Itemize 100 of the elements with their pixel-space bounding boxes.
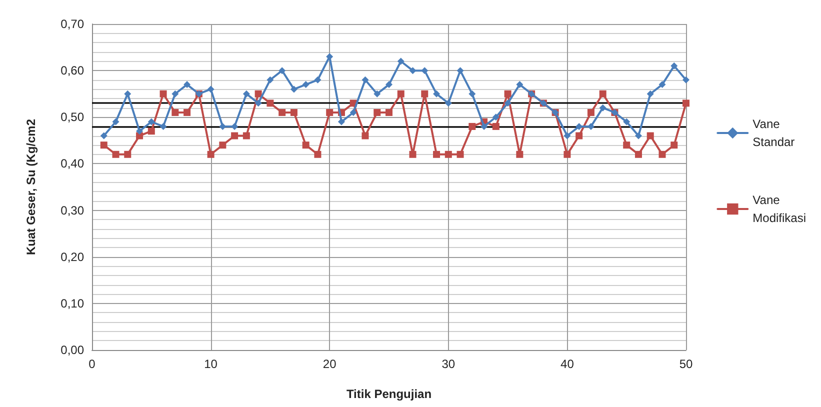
point (386, 81, 392, 88)
point (421, 67, 428, 74)
x-axis-title: Titik Pengujian (346, 387, 432, 401)
point (468, 122, 476, 130)
point (362, 76, 369, 84)
point (456, 67, 464, 74)
point (576, 132, 583, 140)
point (374, 90, 381, 98)
x-tick-label: 50 (679, 357, 693, 371)
point (409, 150, 416, 158)
point (433, 150, 440, 158)
y-axis-title: Kuat Geser, Su (Kg/cm2 (24, 118, 38, 256)
x-tick-label: 30 (442, 357, 456, 371)
point (504, 90, 512, 98)
point (160, 122, 167, 130)
point (386, 108, 392, 116)
point (587, 108, 594, 116)
y-tick-label: 0,40 (60, 156, 84, 171)
point (492, 114, 500, 121)
point (314, 150, 322, 158)
point (421, 90, 428, 98)
point (278, 67, 286, 74)
point (670, 62, 678, 70)
point (326, 108, 334, 116)
point (338, 118, 345, 126)
point (397, 90, 404, 98)
point (456, 150, 464, 158)
point (219, 142, 226, 149)
point (302, 142, 310, 149)
point (599, 104, 606, 112)
point (444, 100, 452, 107)
point (124, 150, 132, 158)
point (231, 122, 238, 130)
point (634, 132, 642, 140)
point (266, 100, 274, 107)
x-tick-label: 40 (560, 357, 574, 371)
x-tick-label: 0 (88, 357, 96, 371)
x-tick-label: 20 (322, 357, 337, 371)
point (646, 132, 654, 140)
y-tick-label: 0,20 (60, 250, 84, 264)
y-tick-label: 0,60 (60, 64, 84, 78)
point (516, 150, 524, 158)
point (646, 90, 654, 98)
point (112, 118, 120, 126)
y-tick-label: 0,00 (60, 343, 84, 357)
point (374, 108, 381, 116)
point (670, 142, 678, 149)
y-tick-label: 0,30 (60, 203, 84, 218)
x-tick-label: 10 (204, 357, 218, 371)
point (302, 81, 310, 88)
point (207, 150, 214, 158)
point (266, 76, 274, 84)
point (290, 108, 298, 116)
point (219, 122, 226, 130)
point (100, 142, 108, 149)
point (184, 108, 191, 116)
point (658, 81, 666, 88)
point (564, 132, 571, 140)
point (314, 76, 322, 84)
point (623, 142, 630, 149)
point (290, 86, 298, 93)
point (480, 122, 488, 130)
point (184, 81, 191, 88)
point (172, 90, 179, 98)
point (148, 128, 155, 135)
point (397, 58, 404, 65)
point (160, 90, 167, 98)
point (362, 132, 369, 140)
point (433, 90, 440, 98)
point (278, 108, 286, 116)
point (623, 118, 630, 126)
point (207, 86, 214, 93)
point (564, 150, 571, 158)
point (172, 108, 179, 116)
point (148, 118, 155, 126)
point (254, 90, 262, 98)
point (242, 90, 250, 98)
y-tick-label: 0,70 (60, 17, 84, 31)
point (504, 100, 512, 107)
point (468, 90, 476, 98)
point (682, 76, 690, 84)
y-tick-label: 0,10 (60, 296, 84, 310)
point (136, 128, 144, 135)
point (492, 122, 500, 130)
point (242, 132, 250, 140)
legend-label: Vane Modifikasi (752, 193, 806, 225)
point (231, 132, 238, 140)
point (350, 108, 357, 116)
point (112, 150, 120, 158)
legend-label: Vane Standar (752, 117, 795, 149)
point (124, 90, 132, 98)
point (100, 132, 108, 140)
point (682, 100, 690, 107)
point (599, 90, 606, 98)
point (634, 150, 642, 158)
point (658, 150, 666, 158)
point (444, 150, 452, 158)
point (254, 100, 262, 107)
y-tick-label: 0,50 (60, 110, 84, 124)
point (409, 67, 416, 74)
